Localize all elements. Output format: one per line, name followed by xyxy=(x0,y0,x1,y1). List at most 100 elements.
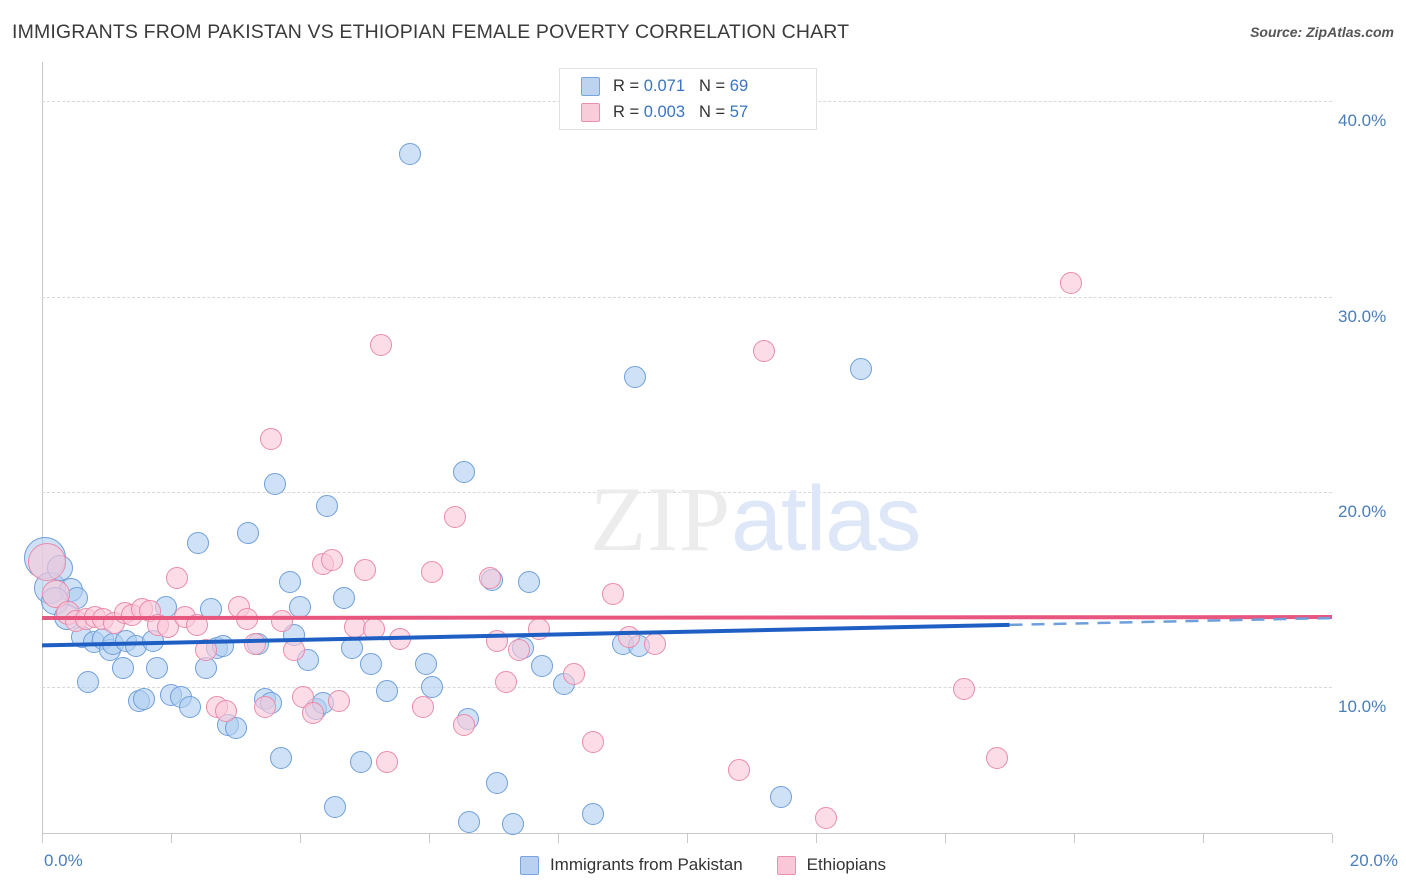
data-point-ethiopians[interactable] xyxy=(985,746,1008,769)
x-axis-tick xyxy=(1074,834,1075,843)
series-label-ethiopians: Ethiopians xyxy=(806,855,887,874)
data-point-ethiopians[interactable] xyxy=(363,617,386,640)
data-point-ethiopians[interactable] xyxy=(527,617,550,640)
n-value-ethiopians: 57 xyxy=(729,103,749,121)
data-point-ethiopians[interactable] xyxy=(301,701,324,724)
data-point-pakistan[interactable] xyxy=(398,142,421,165)
data-point-ethiopians[interactable] xyxy=(321,549,344,572)
data-point-ethiopians[interactable] xyxy=(421,561,444,584)
data-point-pakistan[interactable] xyxy=(237,522,260,545)
series-swatch-ethiopians xyxy=(776,855,796,875)
data-point-ethiopians[interactable] xyxy=(443,506,466,529)
data-point-ethiopians[interactable] xyxy=(282,639,305,662)
data-point-pakistan[interactable] xyxy=(517,570,540,593)
legend-swatch-pakistan xyxy=(581,77,600,96)
data-point-ethiopians[interactable] xyxy=(814,807,837,830)
data-point-pakistan[interactable] xyxy=(340,637,363,660)
n-label-ethiopians: N = xyxy=(699,103,730,121)
data-point-ethiopians[interactable] xyxy=(453,713,476,736)
data-point-pakistan[interactable] xyxy=(850,357,873,380)
data-point-ethiopians[interactable] xyxy=(214,699,237,722)
series-legend-item-pakistan[interactable]: Immigrants from Pakistan xyxy=(519,855,743,875)
data-point-pakistan[interactable] xyxy=(179,695,202,718)
data-point-pakistan[interactable] xyxy=(187,531,210,554)
data-point-ethiopians[interactable] xyxy=(495,670,518,693)
data-point-ethiopians[interactable] xyxy=(327,690,350,713)
data-point-pakistan[interactable] xyxy=(414,652,437,675)
data-point-ethiopians[interactable] xyxy=(369,334,392,357)
data-point-ethiopians[interactable] xyxy=(643,633,666,656)
data-point-pakistan[interactable] xyxy=(350,750,373,773)
legend-swatch-ethiopians xyxy=(581,103,600,122)
data-point-ethiopians[interactable] xyxy=(753,340,776,363)
data-point-ethiopians[interactable] xyxy=(953,678,976,701)
data-point-ethiopians[interactable] xyxy=(28,543,67,582)
gridline xyxy=(42,296,1332,298)
data-point-ethiopians[interactable] xyxy=(1059,271,1082,294)
data-point-pakistan[interactable] xyxy=(132,688,155,711)
data-point-pakistan[interactable] xyxy=(485,772,508,795)
series-legend: Immigrants from Pakistan Ethiopians xyxy=(0,848,1406,882)
data-point-ethiopians[interactable] xyxy=(270,609,293,632)
x-axis-tick xyxy=(816,834,817,843)
x-axis-tick xyxy=(1203,834,1204,843)
data-point-ethiopians[interactable] xyxy=(166,566,189,589)
correlation-text-pakistan: R = 0.071 N = 69 xyxy=(613,77,748,96)
data-point-ethiopians[interactable] xyxy=(727,758,750,781)
data-point-pakistan[interactable] xyxy=(279,570,302,593)
gridline xyxy=(42,491,1332,493)
data-point-pakistan[interactable] xyxy=(264,473,287,496)
r-label-pakistan: R = xyxy=(613,77,644,95)
data-point-pakistan[interactable] xyxy=(453,461,476,484)
data-point-pakistan[interactable] xyxy=(324,795,347,818)
data-point-ethiopians[interactable] xyxy=(185,613,208,636)
data-point-pakistan[interactable] xyxy=(77,670,100,693)
x-axis-tick xyxy=(171,834,172,843)
data-point-pakistan[interactable] xyxy=(457,811,480,834)
data-point-pakistan[interactable] xyxy=(111,656,134,679)
y-axis-tick-label: 20.0% xyxy=(1338,501,1387,521)
data-point-ethiopians[interactable] xyxy=(376,750,399,773)
correlation-row-pakistan: R = 0.071 N = 69 xyxy=(560,73,818,100)
data-point-ethiopians[interactable] xyxy=(563,662,586,685)
data-point-pakistan[interactable] xyxy=(224,717,247,740)
data-point-pakistan[interactable] xyxy=(316,494,339,517)
data-point-pakistan[interactable] xyxy=(501,813,524,836)
chart-header: IMMIGRANTS FROM PAKISTAN VS ETHIOPIAN FE… xyxy=(0,0,1406,52)
data-point-ethiopians[interactable] xyxy=(601,582,624,605)
data-point-ethiopians[interactable] xyxy=(582,731,605,754)
data-point-pakistan[interactable] xyxy=(421,676,444,699)
n-label-pakistan: N = xyxy=(699,77,730,95)
series-label-pakistan: Immigrants from Pakistan xyxy=(549,855,743,874)
data-point-pakistan[interactable] xyxy=(530,654,553,677)
data-point-ethiopians[interactable] xyxy=(485,629,508,652)
r-value-ethiopians: 0.003 xyxy=(643,103,686,121)
data-point-pakistan[interactable] xyxy=(145,656,168,679)
page-title: IMMIGRANTS FROM PAKISTAN VS ETHIOPIAN FE… xyxy=(12,21,850,43)
data-point-ethiopians[interactable] xyxy=(253,695,276,718)
data-point-pakistan[interactable] xyxy=(769,785,792,808)
data-point-pakistan[interactable] xyxy=(582,803,605,826)
n-value-pakistan: 69 xyxy=(729,77,749,95)
x-axis-tick xyxy=(945,834,946,843)
data-point-ethiopians[interactable] xyxy=(236,608,259,630)
data-point-ethiopians[interactable] xyxy=(259,428,282,451)
data-point-ethiopians[interactable] xyxy=(617,625,640,648)
source-attribution: Source: ZipAtlas.com xyxy=(1250,24,1394,40)
data-point-pakistan[interactable] xyxy=(624,365,647,388)
data-point-pakistan[interactable] xyxy=(359,652,382,675)
series-legend-item-ethiopians[interactable]: Ethiopians xyxy=(776,855,887,875)
data-point-ethiopians[interactable] xyxy=(411,695,434,718)
data-point-ethiopians[interactable] xyxy=(388,627,411,650)
correlation-text-ethiopians: R = 0.003 N = 57 xyxy=(613,103,748,122)
data-point-pakistan[interactable] xyxy=(269,746,292,769)
data-point-ethiopians[interactable] xyxy=(479,566,502,589)
correlation-row-ethiopians: R = 0.003 N = 57 xyxy=(560,99,818,126)
data-point-ethiopians[interactable] xyxy=(353,559,376,582)
x-axis-tick xyxy=(300,834,301,843)
x-axis-tick xyxy=(42,834,43,843)
data-point-pakistan[interactable] xyxy=(332,586,355,609)
data-point-pakistan[interactable] xyxy=(376,680,399,703)
y-axis-tick-label: 30.0% xyxy=(1338,306,1387,326)
